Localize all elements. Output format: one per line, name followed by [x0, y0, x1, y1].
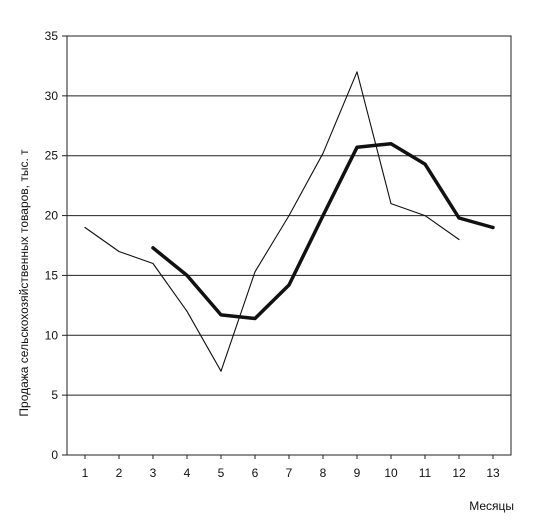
x-tick-label: 4	[184, 466, 191, 480]
x-tick-label: 11	[419, 466, 432, 480]
gridlines	[62, 35, 511, 456]
y-axis-tick-labels: 0 5 10 15 20 25 30 35	[45, 29, 59, 462]
data-point	[424, 215, 426, 217]
data-point	[288, 284, 290, 286]
data-point	[84, 227, 86, 229]
x-tick-label: 12	[452, 466, 466, 480]
data-point	[254, 318, 256, 320]
y-tick-label: 5	[51, 388, 58, 402]
data-point	[186, 310, 188, 312]
y-tick-label: 25	[45, 149, 59, 163]
x-tick-label: 3	[150, 466, 157, 480]
thin-series-line	[84, 71, 460, 372]
y-tick-label: 0	[51, 448, 58, 462]
data-point	[220, 370, 222, 372]
x-tick-label: 2	[116, 466, 123, 480]
data-point	[186, 274, 188, 276]
data-point	[152, 247, 154, 249]
data-point	[356, 146, 358, 148]
data-point	[390, 203, 392, 205]
x-tick-label: 5	[218, 466, 225, 480]
y-tick-label: 30	[45, 89, 59, 103]
y-tick-label: 10	[45, 328, 59, 342]
data-point	[322, 215, 324, 217]
data-point	[152, 262, 154, 264]
y-axis-title: Продажа сельскохозяйственных товаров, ты…	[17, 149, 31, 417]
x-tick-label: 1	[82, 466, 89, 480]
data-point	[390, 143, 392, 145]
x-tick-label: 10	[384, 466, 398, 480]
series-lines	[84, 71, 495, 372]
data-point	[322, 152, 324, 154]
x-axis-title: Месяцы	[469, 499, 514, 513]
x-tick-label: 13	[486, 466, 500, 480]
x-tick-label: 9	[354, 466, 361, 480]
data-point	[118, 250, 120, 252]
x-tick-label: 6	[252, 466, 259, 480]
plot-area	[66, 35, 512, 456]
y-tick-label: 20	[45, 209, 59, 223]
data-point	[254, 271, 256, 273]
data-point	[356, 71, 358, 73]
data-point	[220, 314, 222, 316]
data-point	[424, 163, 426, 165]
data-point	[492, 227, 494, 229]
x-axis-tick-labels: 1 2 3 4 5 6 7 8 9 10 11 12 13	[82, 455, 500, 480]
data-point	[458, 239, 460, 241]
y-tick-label: 35	[45, 29, 59, 43]
data-point	[288, 215, 290, 217]
y-tick-label: 15	[45, 268, 59, 282]
x-tick-label: 8	[320, 466, 327, 480]
x-tick-label: 7	[286, 466, 293, 480]
data-point	[458, 217, 460, 219]
